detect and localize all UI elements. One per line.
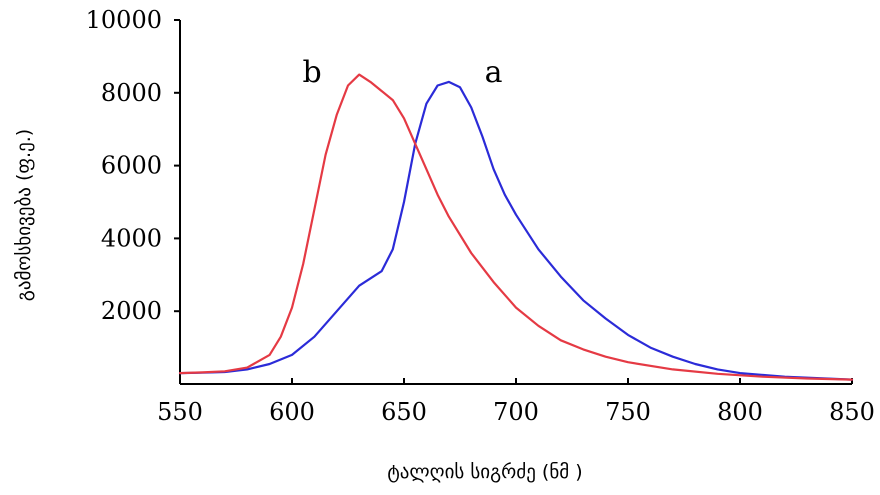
x-tick-label: 550 — [157, 398, 203, 426]
series-line-b — [178, 73, 854, 381]
y-axis-title: გამოსხივება (ფ.ე.) — [13, 129, 35, 301]
curve-label-b: b — [303, 55, 322, 90]
x-axis-title: ტალღის სიგრძე (ნმ ) — [387, 461, 582, 483]
x-tick-label: 750 — [605, 398, 651, 426]
y-tick-label: 6000 — [101, 152, 162, 180]
x-tick-label: 600 — [269, 398, 315, 426]
axes — [179, 20, 852, 385]
y-tick-label: 2000 — [101, 297, 162, 325]
curve-labels: ab — [303, 55, 503, 90]
series-group — [178, 73, 854, 381]
y-tick-label: 4000 — [101, 224, 162, 252]
x-tick-label: 650 — [381, 398, 427, 426]
y-tick-label: 10000 — [86, 6, 162, 34]
curve-label-a: a — [485, 55, 503, 90]
x-tick-label: 800 — [717, 398, 763, 426]
y-tick-label: 8000 — [101, 79, 162, 107]
x-tick-label: 700 — [493, 398, 539, 426]
series-line-a — [178, 80, 854, 381]
x-tick-label: 850 — [829, 398, 875, 426]
x-ticks: 550 600 650 700 750 800 850 — [157, 378, 875, 426]
y-ticks: 2000 4000 6000 8000 10000 — [86, 6, 180, 325]
